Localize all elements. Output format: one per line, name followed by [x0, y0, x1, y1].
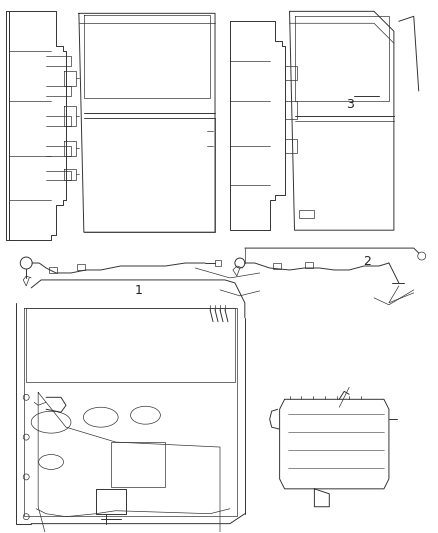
Text: 3: 3 [346, 98, 353, 111]
Bar [300, 211, 314, 218]
Bar [215, 260, 221, 266]
Bar [111, 442, 165, 487]
Text: 2: 2 [363, 255, 371, 268]
Bar [305, 262, 314, 268]
Bar [77, 264, 85, 270]
Bar [49, 267, 57, 273]
Text: 1: 1 [134, 284, 142, 297]
Bar [273, 263, 281, 269]
